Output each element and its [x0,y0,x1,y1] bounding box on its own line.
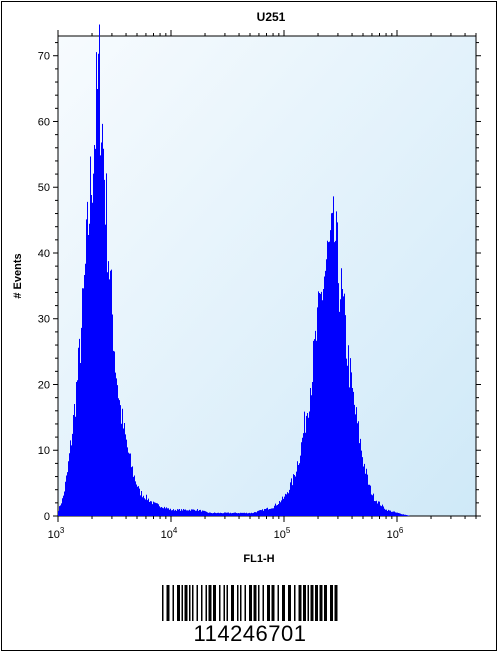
barcode-bar [271,585,275,621]
barcode-bar [213,585,216,621]
y-tick-label: 70 [38,51,50,63]
barcode-bar [184,585,188,621]
y-axis-label: # Events [12,253,24,298]
y-tick-label: 0 [44,511,50,523]
barcode-bar [294,585,296,621]
y-tick-label: 10 [38,445,50,457]
y-tick-label: 20 [38,379,50,391]
barcode-bar [315,585,318,621]
x-axis-label: FL1-H [243,553,274,565]
barcode-bar [208,585,212,621]
x-tick-label: 105 [274,526,291,541]
barcode-bar [267,585,270,621]
barcode-bar [201,585,203,621]
barcode-bar [258,585,260,621]
barcode-bar [307,585,309,621]
y-tick-label: 60 [38,116,50,128]
chart-title: U251 [257,10,286,24]
barcode-bar [298,585,302,621]
barcode-bar [244,585,246,621]
barcode-bar [205,585,207,621]
barcode-bar [253,585,257,621]
barcode-bar [162,585,164,621]
barcode-bar [192,585,194,621]
barcode-bar [172,585,174,621]
barcode-bar [219,585,221,621]
barcode-bar [237,585,239,621]
x-tick-label: 106 [387,526,404,541]
barcode-bar [334,585,338,621]
barcode-bar [310,585,314,621]
barcode-bar [262,585,264,621]
barcode-bar [324,585,327,621]
barcode-bar [177,585,180,621]
barcode-bar [282,585,285,621]
y-tick-label: 30 [38,314,50,326]
barcode-bar [189,585,191,621]
barcode-bar [181,585,183,621]
barcode-bar [166,585,170,621]
barcode-bar [240,585,242,621]
barcode-bar [319,585,323,621]
barcode [160,585,340,621]
barcode-bar [330,585,333,621]
histogram-series [58,24,410,516]
x-tick-label: 103 [48,526,65,541]
barcode-bar [303,585,306,621]
barcode-bar [277,585,279,621]
barcode-bar [288,585,291,621]
barcode-number: 114246701 [193,621,307,646]
x-tick-label: 104 [161,526,178,541]
barcode-bar [226,585,228,621]
y-tick-label: 40 [38,248,50,260]
barcode-bar [231,585,234,621]
barcode-bar [196,585,198,621]
y-tick-label: 50 [38,182,50,194]
barcode-bar [223,585,225,621]
barcode-bar [249,585,252,621]
